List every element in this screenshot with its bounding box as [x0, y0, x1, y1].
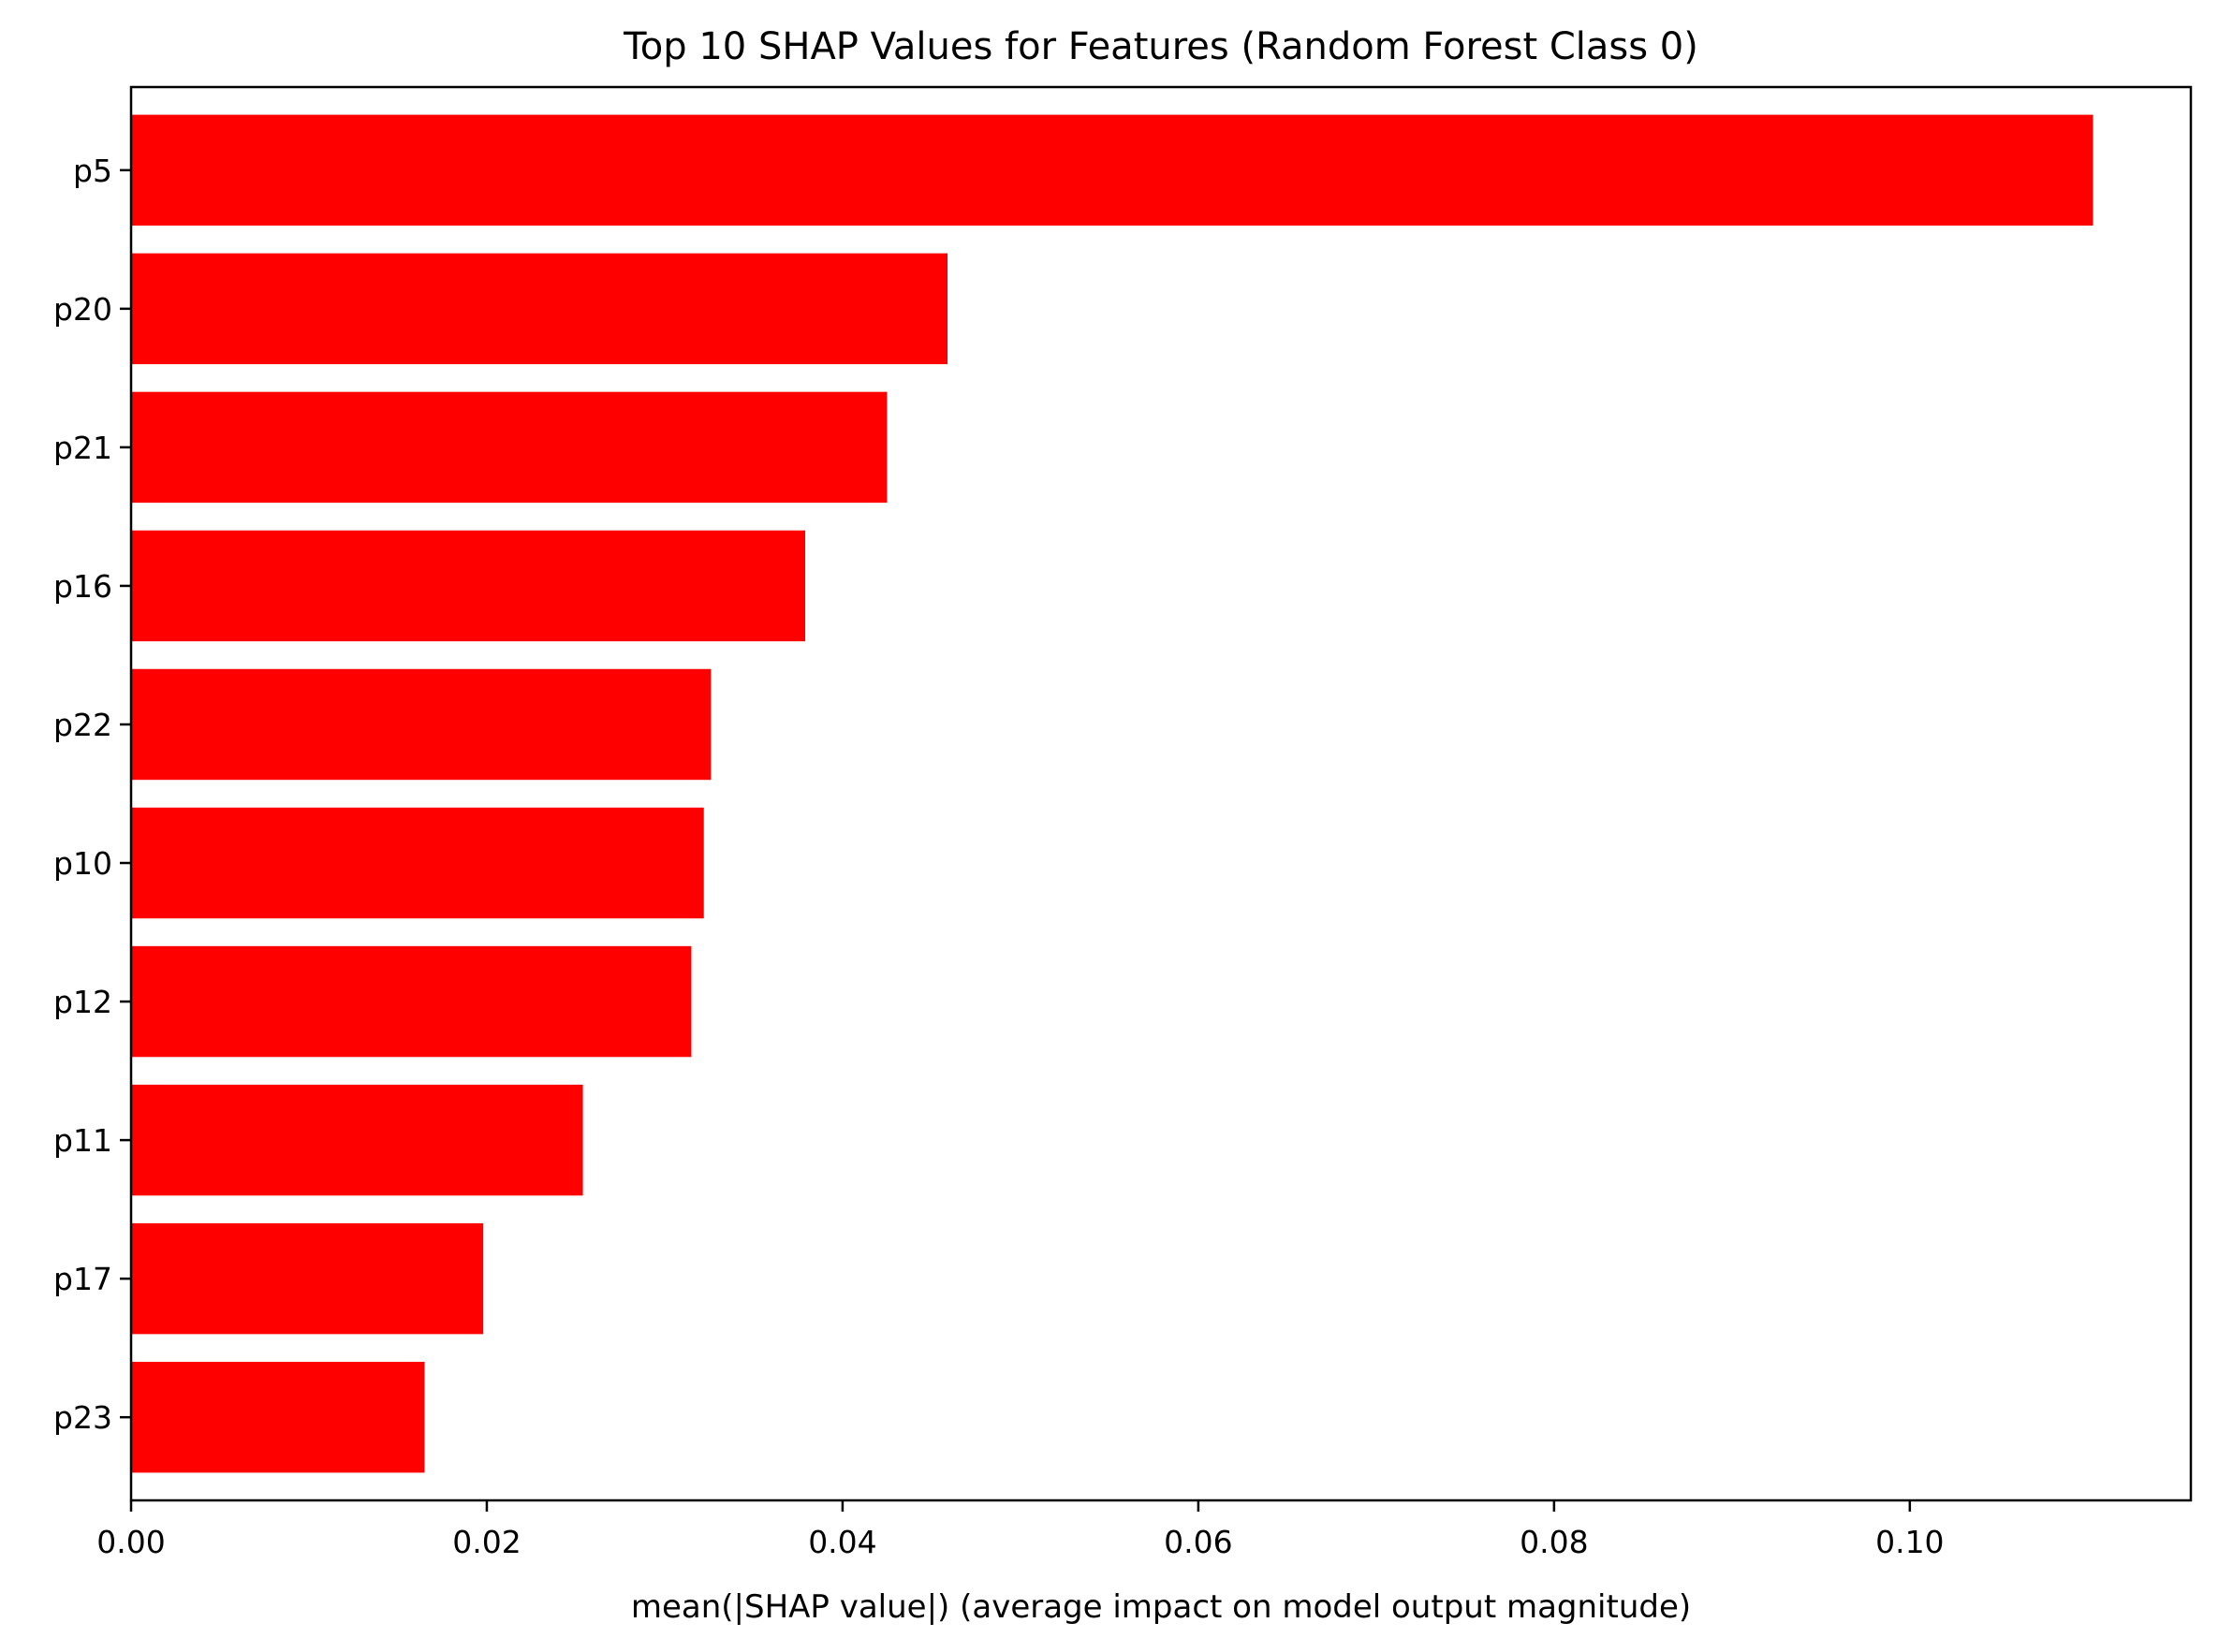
x-tick-label: 0.02: [452, 1524, 521, 1560]
y-tick-label-p10: p10: [53, 845, 112, 882]
bar-p12: [131, 945, 692, 1058]
x-tick-label: 0.00: [96, 1524, 165, 1560]
bar-p17: [131, 1222, 484, 1335]
y-tick-label-p21: p21: [53, 430, 112, 466]
y-tick-label-p12: p12: [53, 984, 112, 1020]
x-tick-label: 0.04: [808, 1524, 876, 1560]
y-tick-label-p23: p23: [53, 1399, 112, 1436]
y-tick-group: p5 p20 p21 p16 p22 p10 p12 p11 p17 p23: [53, 153, 131, 1436]
bar-p16: [131, 530, 806, 642]
x-tick-label: 0.08: [1520, 1524, 1588, 1560]
y-tick-label-p20: p20: [53, 291, 112, 328]
x-tick-label: 0.06: [1164, 1524, 1232, 1560]
y-tick-label-p22: p22: [53, 707, 112, 743]
bar-p10: [131, 807, 704, 919]
x-tick-label: 0.10: [1875, 1524, 1944, 1560]
bar-p11: [131, 1084, 583, 1196]
chart-title: Top 10 SHAP Values for Features (Random …: [623, 25, 1698, 68]
y-tick-label-p5: p5: [73, 153, 112, 189]
bars-group: [131, 114, 2093, 1473]
x-axis-label: mean(|SHAP value|) (average impact on mo…: [631, 1588, 1691, 1626]
bar-p22: [131, 668, 712, 781]
plot-frame: [129, 85, 2193, 1502]
x-tick-group: 0.00 0.02 0.04 0.06 0.08 0.10: [96, 1500, 1945, 1560]
bar-p5: [131, 114, 2093, 227]
y-tick-label-p16: p16: [53, 568, 112, 605]
y-tick-label-p17: p17: [53, 1261, 112, 1297]
bar-p21: [131, 391, 888, 504]
bar-p20: [131, 253, 948, 365]
bar-p23: [131, 1361, 425, 1473]
y-tick-label-p11: p11: [53, 1122, 112, 1159]
